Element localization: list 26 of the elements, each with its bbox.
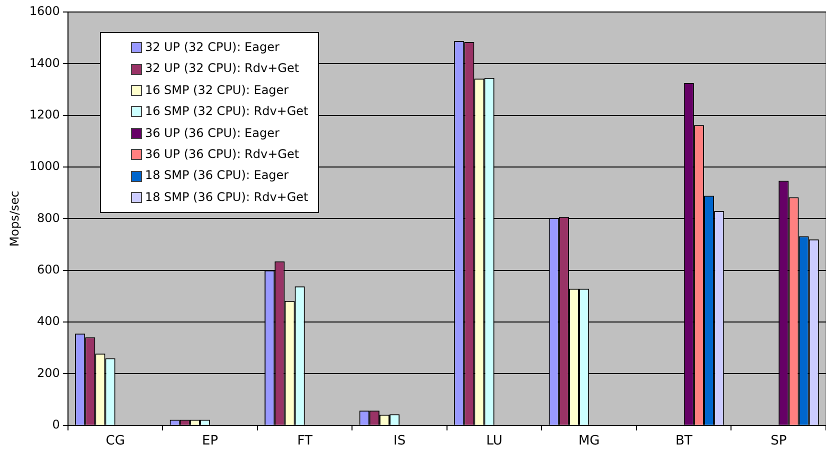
- legend-label: 18 SMP (36 CPU): Eager: [144, 167, 289, 184]
- y-tick-label: 1600: [29, 4, 60, 18]
- x-tick-label: LU: [486, 434, 502, 449]
- x-tick-label: SP: [770, 434, 787, 449]
- legend-label: 32 UP (32 CPU): Eager: [144, 39, 280, 56]
- y-tick-label: 200: [37, 366, 60, 380]
- x-tick-label: BT: [675, 434, 692, 449]
- y-tick-label: 1000: [29, 159, 60, 174]
- legend-label: 16 SMP (32 CPU): Rdv+Get: [144, 103, 308, 120]
- x-tick-label: EP: [202, 434, 218, 449]
- x-tick-label: FT: [297, 434, 312, 449]
- y-tick-label: 800: [37, 210, 60, 225]
- legend-label: 16 SMP (32 CPU): Eager: [144, 82, 289, 99]
- y-axis-title: Mops/sec: [7, 190, 22, 247]
- legend-label: 36 UP (36 CPU): Rdv+Get: [144, 146, 300, 164]
- y-tick-label: 1400: [29, 56, 60, 70]
- y-tick-label: 1200: [29, 107, 60, 122]
- x-tick-label: CG: [106, 434, 125, 449]
- legend-label: 32 UP (32 CPU): Rdv+Get: [144, 60, 300, 78]
- x-tick-label: IS: [394, 434, 406, 449]
- y-tick-label: 0: [52, 418, 60, 432]
- legend-label: 18 SMP (36 CPU): Rdv+Get: [144, 188, 308, 206]
- y-tick-label: 400: [37, 314, 60, 328]
- legend-label: 36 UP (36 CPU): Eager: [144, 124, 280, 142]
- y-tick-label: 600: [37, 262, 60, 276]
- x-tick-label: MG: [578, 434, 600, 449]
